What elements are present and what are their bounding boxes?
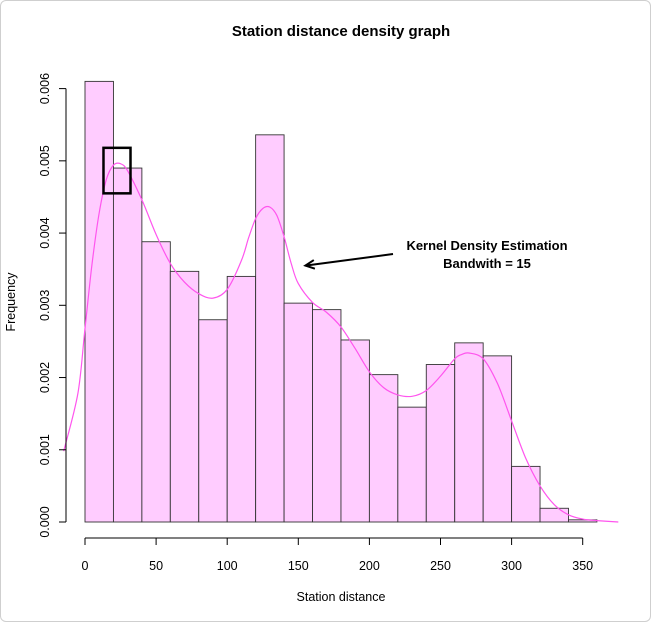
- x-axis-label: Station distance: [297, 590, 386, 604]
- histogram-bar-16: [539, 507, 569, 523]
- x-axis: 0 50 100 150 200 250 300 350: [82, 537, 593, 573]
- y-tick-label-4: 0.004: [38, 217, 52, 248]
- y-tick-label-1: 0.001: [38, 434, 52, 465]
- x-tick-label-0: 0: [82, 559, 89, 573]
- histogram-bar-6: [255, 134, 285, 523]
- highlight-box: [102, 146, 132, 195]
- chart-title: Station distance density graph: [232, 23, 450, 40]
- histogram-bars: [84, 80, 598, 523]
- histogram-bar-9: [340, 339, 370, 523]
- y-tick-label-5: 0.005: [38, 145, 52, 176]
- histogram-bar-11: [397, 406, 427, 523]
- annotation-line-1: Kernel Density Estimation: [406, 238, 567, 253]
- histogram-bar-8: [312, 309, 342, 523]
- x-tick-label-1: 50: [149, 559, 163, 573]
- histogram-bar-14: [482, 355, 513, 523]
- histogram-bar-0: [84, 80, 114, 523]
- x-tick-label-4: 200: [359, 559, 380, 573]
- histogram-bar-7: [283, 302, 313, 523]
- histogram-bar-10: [368, 374, 399, 523]
- annotation-arrowhead: [303, 259, 316, 270]
- histogram-bar-12: [425, 364, 456, 523]
- histogram-bar-15: [511, 465, 541, 523]
- y-tick-label-0: 0.000: [38, 506, 52, 537]
- x-tick-label-3: 150: [288, 559, 309, 573]
- x-tick-label-5: 250: [430, 559, 451, 573]
- histogram-bar-13: [454, 342, 484, 523]
- y-tick-label-3: 0.003: [38, 290, 52, 321]
- x-tick-label-2: 100: [217, 559, 238, 573]
- density-curve: [63, 162, 619, 523]
- annotation-arrow: [305, 253, 394, 267]
- histogram-bar-2: [141, 241, 171, 523]
- x-tick-label-7: 350: [572, 559, 593, 573]
- histogram-bar-3: [169, 270, 200, 523]
- y-tick-label-6: 0.006: [38, 73, 52, 104]
- histogram-bar-5: [226, 275, 257, 523]
- kde-annotation: Kernel Density Estimation Bandwith = 15: [303, 238, 568, 271]
- y-axis-label: Frequency: [4, 272, 18, 332]
- annotation-line-2: Bandwith = 15: [443, 256, 531, 271]
- histogram-bar-1: [112, 167, 143, 523]
- x-tick-label-6: 300: [501, 559, 522, 573]
- y-tick-label-2: 0.002: [38, 362, 52, 393]
- histogram-bar-4: [198, 319, 228, 523]
- y-axis: 0.000 0.001 0.002 0.003 0.004 0.005 0.006: [38, 73, 67, 538]
